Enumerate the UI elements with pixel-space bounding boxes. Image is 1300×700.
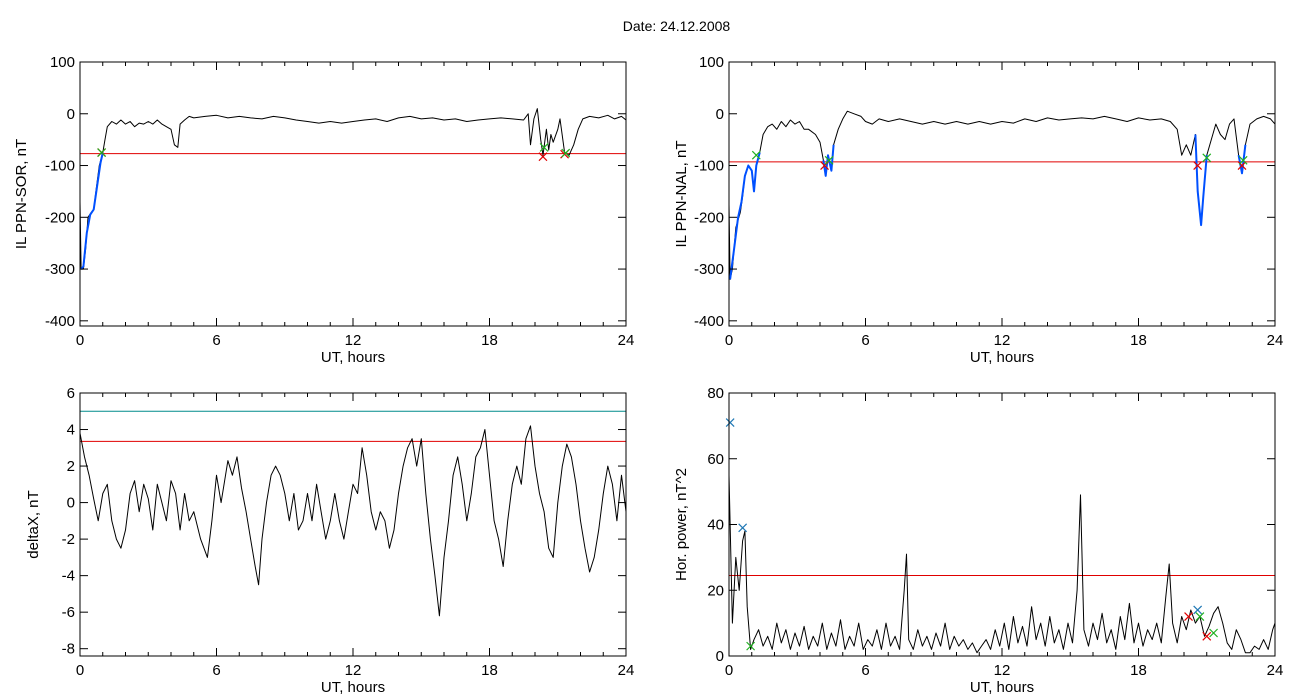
x-tick-label: 24 (1267, 662, 1284, 679)
y-tick-label: -400 (45, 313, 75, 330)
cross-marker (1193, 605, 1203, 615)
y-tick-label: -4 (62, 568, 75, 585)
y-axis-label: Hor. power, nT^2 (673, 468, 690, 581)
y-tick-label: -200 (694, 209, 724, 226)
y-tick-label: -200 (45, 209, 75, 226)
x-tick-label: 0 (76, 662, 84, 679)
y-tick-label: 40 (707, 517, 724, 534)
plot-frame (79, 61, 627, 327)
x-tick-label: 24 (618, 332, 635, 349)
panel-il-ppn-nal: 0 6 12 18 24 100 0 -100 -200 -300 -400 UT, hours IL … (673, 54, 1283, 366)
x-axis-label: UT, hours (321, 349, 385, 366)
cross-marker (1238, 155, 1248, 165)
y-tick-label: -8 (62, 641, 75, 658)
x-axis-label: UT, hours (970, 679, 1034, 696)
x-axis-label: UT, hours (970, 349, 1034, 366)
x-tick-label: 0 (725, 662, 733, 679)
highlight-series-line (1194, 134, 1208, 227)
x-tick-label: 18 (1130, 332, 1147, 349)
cross-marker (738, 523, 748, 533)
highlight-series-line (1237, 144, 1247, 175)
y-tick-label: 0 (67, 495, 75, 512)
cross-marker (1202, 153, 1212, 163)
x-tick-label: 6 (212, 332, 220, 349)
cross-marker (1202, 631, 1212, 641)
series-line (728, 110, 1276, 280)
y-tick-label: 80 (707, 385, 724, 402)
x-tick-label: 6 (212, 662, 220, 679)
cross-marker (751, 150, 761, 160)
cross-marker (1209, 628, 1218, 638)
y-axis-label: deltaX, nT (25, 490, 42, 558)
cross-marker (1184, 612, 1193, 621)
y-tick-label: -300 (45, 261, 75, 278)
cross-marker (538, 152, 548, 162)
cross-marker (561, 148, 571, 158)
highlight-series-line (80, 152, 104, 270)
x-tick-label: 18 (481, 332, 498, 349)
x-tick-label: 12 (345, 662, 362, 679)
y-axis-label: IL PPN-SOR, nT (13, 139, 30, 249)
y-tick-label: -400 (694, 313, 724, 330)
x-tick-label: 24 (1267, 332, 1284, 349)
cross-marker (97, 148, 107, 158)
y-axis-label: IL PPN-NAL, nT (673, 141, 690, 248)
page-title: Date: 24.12.2008 (622, 18, 731, 34)
cross-marker (746, 641, 756, 651)
y-tick-label: 0 (716, 106, 724, 123)
highlight-series-line (822, 144, 835, 177)
x-tick-label: 0 (725, 332, 733, 349)
y-tick-label: 60 (707, 451, 724, 468)
x-axis-label: UT, hours (321, 679, 385, 696)
y-tick-label: -100 (694, 158, 724, 175)
y-tick-label: 2 (67, 458, 75, 475)
x-tick-label: 12 (994, 332, 1011, 349)
cross-marker (1237, 161, 1247, 170)
y-tick-label: -100 (45, 158, 75, 175)
x-tick-label: 18 (481, 662, 498, 679)
panel-il-ppn-sor: 0 6 12 18 24 100 0 -100 -200 -300 -400 UT, hours IL … (13, 54, 634, 366)
y-tick-label: -6 (62, 604, 75, 621)
plot-frame (728, 61, 1276, 327)
x-tick-label: 6 (861, 662, 869, 679)
y-tick-label: 6 (67, 385, 75, 402)
y-tick-label: 100 (50, 54, 75, 71)
series-line (79, 425, 627, 617)
highlight-series-line (729, 152, 761, 280)
plot-frame (79, 392, 627, 657)
series-line (79, 108, 627, 270)
x-tick-label: 24 (618, 662, 635, 679)
y-tick-label: 0 (716, 648, 724, 665)
cross-marker (824, 155, 834, 165)
x-tick-label: 6 (861, 332, 869, 349)
x-tick-label: 0 (76, 332, 84, 349)
cross-marker (725, 418, 735, 428)
cross-marker (539, 142, 549, 152)
series-line (728, 475, 1276, 654)
y-tick-label: 0 (67, 106, 75, 123)
x-tick-label: 18 (1130, 662, 1147, 679)
cross-marker (1193, 161, 1203, 170)
y-tick-label: 20 (707, 582, 724, 599)
y-tick-label: 100 (699, 54, 724, 71)
cross-marker (1195, 612, 1205, 621)
panel-deltax: 0 6 12 18 24 6 4 2 0 -2 -4 -6 -8 UT, hours deltaX, nT (25, 385, 634, 696)
x-tick-label: 12 (994, 662, 1011, 679)
y-tick-label: -2 (62, 531, 75, 548)
y-tick-label: 4 (67, 422, 75, 439)
y-tick-label: -300 (694, 261, 724, 278)
x-tick-label: 12 (345, 332, 362, 349)
panel-hor-power: 0 6 12 18 24 80 60 40 20 0 UT, hours Hor. power, nT… (673, 385, 1283, 696)
